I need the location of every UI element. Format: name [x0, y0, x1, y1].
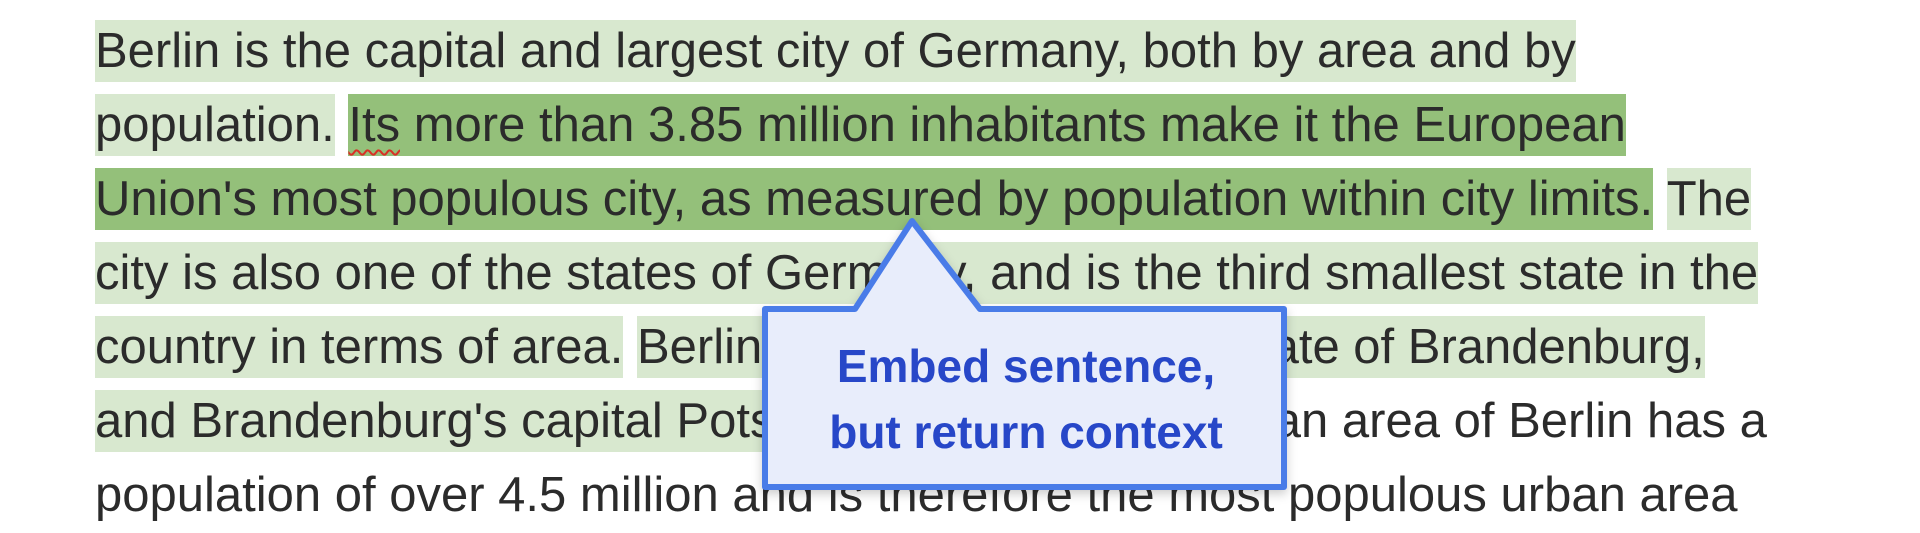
- matched-sentence-text: Union's most populous city, as measured …: [95, 168, 1654, 230]
- passage-text: [1653, 168, 1667, 230]
- passage-line: population of over 4.5 million and is th…: [95, 464, 1738, 526]
- passage-line: city is also one of the states of German…: [95, 242, 1759, 304]
- passage-text: [623, 316, 637, 378]
- context-text: country in terms of area.: [95, 316, 624, 378]
- passage-text: [335, 94, 349, 156]
- context-text: population.: [95, 94, 335, 156]
- context-text: Berlin is the capital and largest city o…: [95, 20, 1576, 82]
- passage-line: Berlin is the capital and largest city o…: [95, 20, 1576, 82]
- matched-sentence-text: Its: [348, 94, 401, 156]
- callout-label-line2: but return context: [829, 406, 1223, 458]
- passage-line: Union's most populous city, as measured …: [95, 168, 1752, 230]
- passage-text: population of over 4.5 million and is th…: [95, 468, 1738, 522]
- passage-line: population. Its more than 3.85 million i…: [95, 94, 1626, 156]
- callout-label: Embed sentence, but return context: [768, 333, 1284, 465]
- context-text: city is also one of the states of German…: [95, 242, 1759, 304]
- context-text: The: [1666, 168, 1752, 230]
- matched-sentence-text: more than 3.85 million inhabitants make …: [400, 94, 1626, 156]
- callout-label-line1: Embed sentence,: [836, 340, 1216, 392]
